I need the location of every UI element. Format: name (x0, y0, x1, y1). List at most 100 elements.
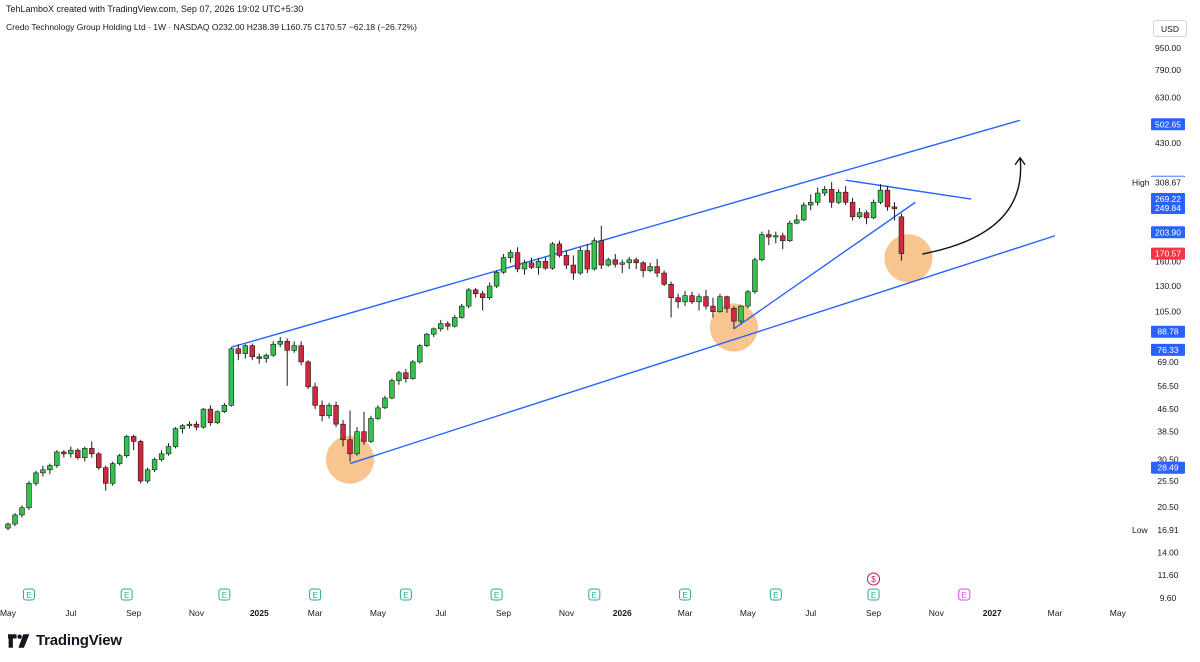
x-tick-label: Mar (678, 608, 693, 618)
earnings-marker (218, 588, 231, 601)
chart-credit: TehLamboX created with TradingView.com, … (6, 4, 304, 14)
candle-body (242, 345, 249, 354)
price-label-box (1151, 226, 1185, 239)
candle-body (465, 289, 472, 307)
candle-body (626, 259, 632, 264)
candle-body (856, 212, 863, 218)
candle-body (54, 451, 60, 466)
price-chart[interactable]: 9.60 11.60 14.00 20.50 25.50 30.50 38.50 46.50 5… (0, 0, 1200, 630)
candle-body (661, 272, 667, 285)
candle-body (389, 380, 395, 399)
y-tick-label: 14.00 (1157, 548, 1179, 558)
earnings-marker (309, 588, 322, 601)
x-tick-label: Sep (496, 608, 511, 618)
candle-body (605, 259, 611, 266)
tradingview-logo[interactable]: TradingView (8, 632, 122, 649)
candle-body (103, 467, 109, 484)
candle-body (305, 361, 311, 388)
candle-body (849, 201, 856, 218)
candle-body (535, 260, 542, 268)
currency-button[interactable]: USD (1153, 20, 1187, 37)
candle-body (738, 305, 744, 322)
candle-body (207, 408, 214, 424)
y-tick-label: 160.00 (1155, 256, 1181, 266)
candle-body (731, 307, 737, 322)
candle-body (75, 449, 81, 458)
candle-body (787, 222, 793, 242)
candle-body (284, 340, 290, 351)
y-tick-label: 46.50 (1157, 404, 1179, 414)
candle-body (821, 188, 828, 194)
candle-body (458, 305, 465, 318)
future-earnings-marker (958, 588, 971, 601)
earnings-marker (867, 588, 880, 601)
candle-body (347, 439, 353, 455)
candle-body (612, 259, 618, 265)
candle-body (179, 425, 186, 429)
candle-body (675, 297, 681, 303)
candle-body (570, 264, 577, 274)
candle-body (5, 523, 11, 529)
y-tick-label: 38.50 (1157, 427, 1179, 437)
candle-body (710, 305, 716, 312)
candle-body (870, 201, 877, 219)
candle-body (424, 333, 430, 347)
x-tick-label: Sep (126, 608, 141, 618)
y-tick-label: 30.50 (1157, 455, 1179, 465)
candle-body (263, 354, 269, 359)
price-label-box (1151, 343, 1185, 356)
y-tick-label: 430.00 (1155, 138, 1181, 148)
candle-body (682, 295, 688, 303)
candle-body (158, 453, 165, 460)
candle-body (591, 240, 598, 270)
candle-body (82, 448, 88, 458)
candle-body (396, 372, 402, 381)
earnings-marker-letter: E (26, 591, 31, 600)
candle-body (361, 431, 367, 442)
earnings-marker-letter: E (494, 591, 499, 600)
future-earnings-marker-letter: E (962, 591, 967, 600)
candle-body (200, 408, 207, 428)
candle-body (486, 285, 493, 298)
candle-body (842, 191, 849, 203)
candle-body (19, 507, 25, 516)
candle-body (110, 463, 116, 484)
candle-body (780, 235, 786, 242)
candle-body (500, 257, 507, 273)
candle-body (165, 446, 172, 455)
price-label-box (1151, 524, 1185, 537)
candle-body (542, 260, 549, 269)
price-label-box (1151, 325, 1185, 338)
x-tick-label: May (740, 608, 757, 618)
x-tick-label: 2025 (250, 608, 269, 618)
earnings-marker-letter: E (403, 591, 408, 600)
candle-body (452, 317, 458, 327)
candle-body (172, 428, 179, 447)
candle-body (417, 345, 423, 363)
dividend-marker-symbol: $ (871, 575, 876, 584)
candle-body (438, 323, 444, 330)
x-tick-label: Nov (929, 608, 945, 618)
candle-body (319, 405, 325, 417)
price-label: 28.49 (1157, 463, 1179, 473)
price-label: 249.84 (1155, 203, 1181, 213)
candle-body (556, 243, 563, 256)
candle-body (193, 423, 200, 428)
y-tick-label: 630.00 (1155, 92, 1181, 102)
candle-body (123, 436, 130, 457)
candle-body (598, 240, 605, 266)
candle-body (249, 345, 255, 358)
candle-body (354, 431, 360, 455)
candle-body (507, 252, 514, 258)
candle-body (472, 289, 479, 295)
earnings-marker (769, 588, 782, 601)
candle-body (647, 266, 653, 271)
price-label-box (1151, 247, 1185, 260)
y-tick-label: 105.00 (1155, 307, 1181, 317)
price-label-box (1151, 461, 1185, 474)
candle-body (151, 459, 158, 471)
price-label: 502.65 (1155, 119, 1181, 129)
candle-body (89, 448, 95, 455)
candle-body (298, 345, 304, 363)
price-label-box (1151, 118, 1185, 131)
